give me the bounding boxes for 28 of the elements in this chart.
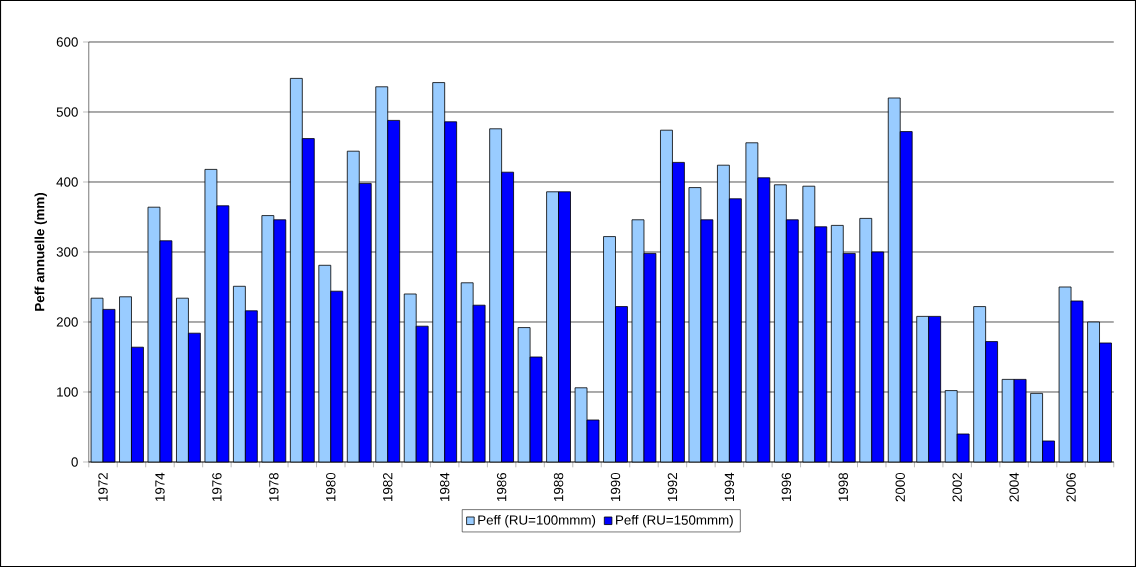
x-tick-label: 1998: [838, 472, 848, 502]
x-tick-label: 2004: [1009, 472, 1019, 502]
x-tick-label: 1978: [269, 472, 279, 502]
y-axis-title: Peff annuelle (mm): [34, 193, 47, 311]
x-tick-label: 2000: [895, 472, 905, 502]
y-tick-label: 300: [56, 247, 78, 257]
y-tick-label: 200: [56, 317, 78, 327]
y-tick-label: 600: [56, 37, 78, 47]
x-tick-label: 1996: [781, 472, 792, 502]
x-tick-label: 1974: [155, 472, 165, 502]
x-tick-label: 1992: [667, 473, 678, 502]
x-tick-label: 1972: [98, 473, 108, 502]
legend-label: Peff (RU=150mmm): [616, 514, 733, 528]
x-tick-label: 1984: [439, 472, 450, 502]
y-tick-label: 400: [56, 177, 78, 187]
x-tick-label: 1982: [383, 473, 393, 502]
x-tick-label: 2006: [1066, 472, 1076, 502]
x-tick-label: 1988: [553, 472, 564, 502]
y-tick-label: 100: [57, 387, 78, 397]
y-tick-label: 0: [71, 457, 78, 467]
x-tick-label: 1986: [496, 472, 507, 502]
x-tick-label: 1980: [326, 472, 336, 502]
x-tick-label: 1994: [724, 472, 735, 502]
legend-label: Peff (RU=100mmm): [478, 514, 596, 528]
x-tick-label: 2002: [952, 473, 962, 502]
x-tick-label: 1990: [610, 472, 621, 502]
y-tick-label: 500: [56, 107, 78, 117]
x-tick-label: 1976: [212, 472, 222, 502]
